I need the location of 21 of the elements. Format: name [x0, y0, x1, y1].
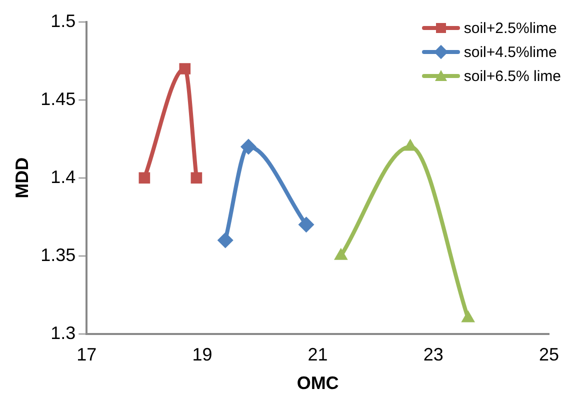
y-tick-label: 1.45: [40, 88, 76, 109]
point: [138, 172, 150, 184]
y-tick-label: 1.4: [50, 166, 76, 187]
x-tick-label: 25: [538, 344, 560, 365]
x-tick-label: 19: [192, 344, 212, 365]
point: [240, 138, 256, 155]
legend-label: soil+4.5%lime: [464, 44, 557, 60]
x-tick-label: 23: [423, 344, 444, 365]
x-tick-label: 17: [76, 344, 97, 365]
legend-label: soil+6.5% lime: [464, 68, 561, 84]
y-tick-label: 1.3: [50, 322, 76, 343]
y-tick-label: 1.5: [50, 10, 76, 31]
x-tick-label: 21: [308, 344, 328, 365]
y-axis-title: MDD: [12, 157, 32, 198]
legend-label: soil+2.5%lime: [464, 20, 557, 36]
x-axis-title: OMC: [296, 373, 339, 394]
point: [190, 172, 202, 184]
point: [298, 216, 314, 233]
y-tick-label: 1.35: [40, 244, 76, 265]
point: [179, 63, 191, 74]
point: [217, 232, 234, 248]
